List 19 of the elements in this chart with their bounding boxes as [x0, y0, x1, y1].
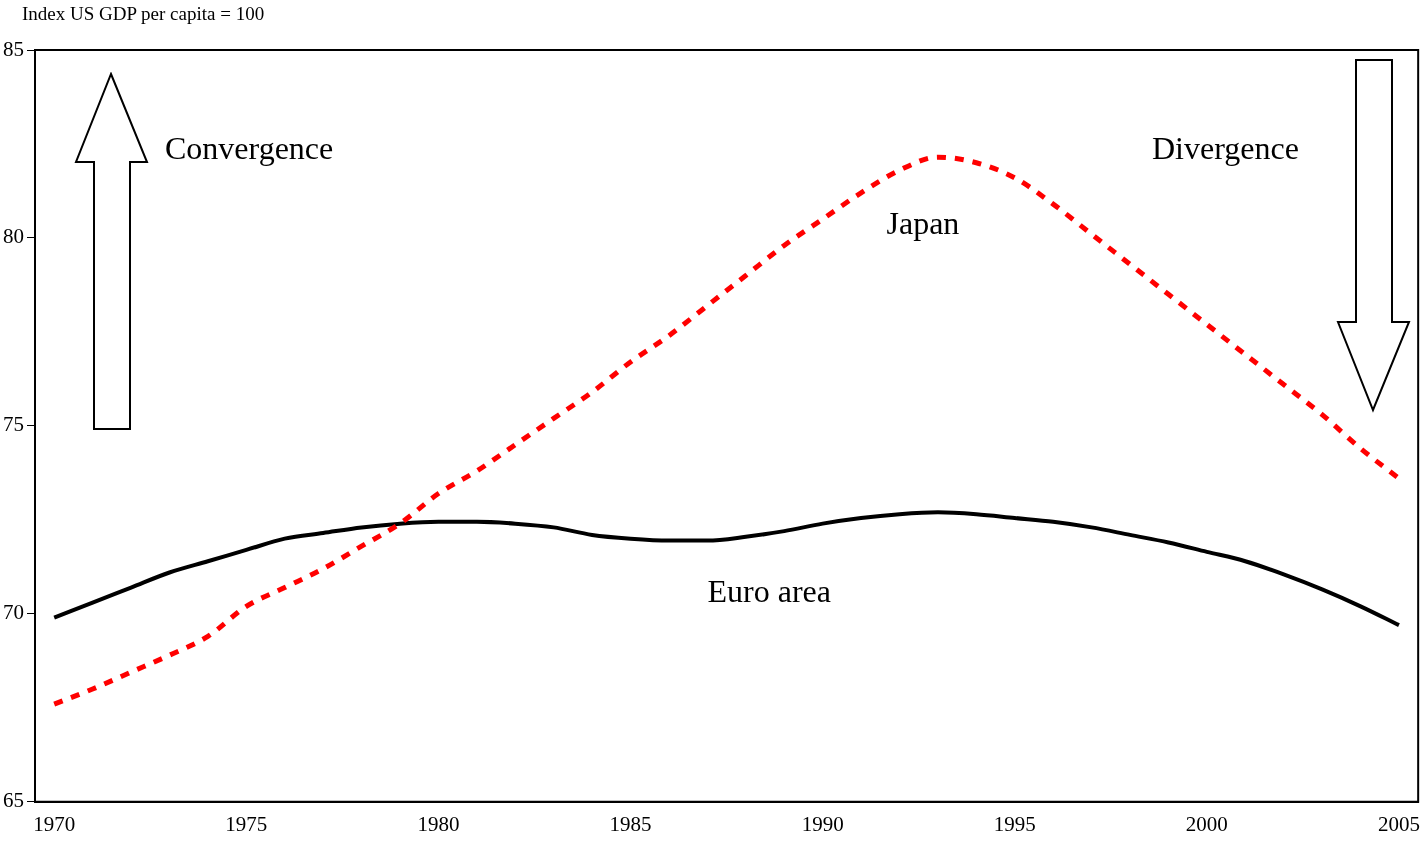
y-tick-label: 80 — [3, 224, 24, 249]
line-series — [52, 510, 1401, 628]
x-tick-label: 1990 — [801, 811, 844, 836]
y-axis-title: Index US GDP per capita = 100 — [22, 3, 265, 25]
y-tick-label: 70 — [3, 600, 24, 625]
annotation: Convergence — [165, 130, 334, 167]
y-tick-label: 65 — [3, 788, 24, 813]
x-tick-label: 1980 — [417, 811, 460, 836]
series-label: Japan — [886, 204, 960, 241]
y-tick-label: 85 — [3, 36, 24, 61]
annotation: Divergence — [1152, 130, 1299, 167]
x-tick-label: 1995 — [993, 811, 1036, 836]
y-tick-label: 75 — [3, 412, 24, 437]
series-label: Euro area — [707, 572, 831, 609]
x-tick-label: 2005 — [1377, 811, 1420, 836]
x-tick-label: 1975 — [225, 811, 268, 836]
x-tick-label: 2000 — [1185, 811, 1228, 836]
x-tick-label: 1970 — [33, 811, 76, 836]
x-tick-label: 1985 — [609, 811, 652, 836]
